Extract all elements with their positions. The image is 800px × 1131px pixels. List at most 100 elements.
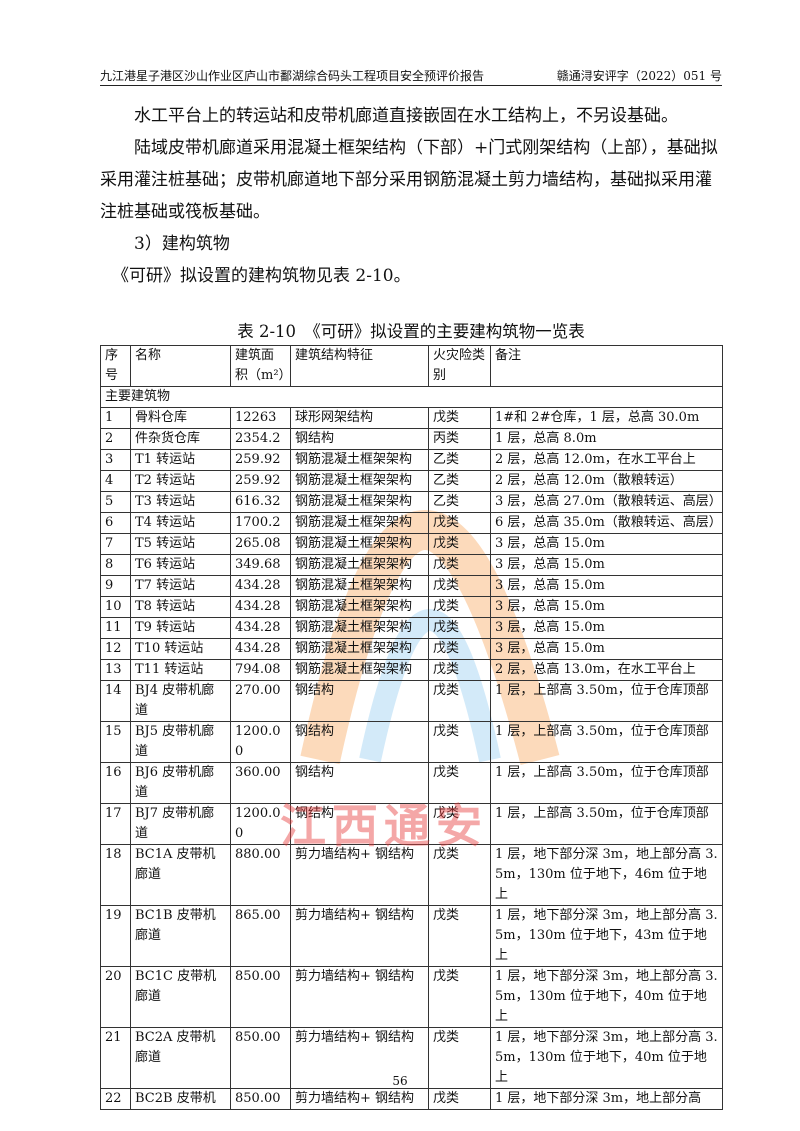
row-number: 12: [100, 638, 131, 660]
remarks: 3 层，总高 27.0m（散粮转运、高层）: [490, 491, 723, 513]
fire-category: 戊类: [428, 762, 491, 804]
table-row: 17 BJ7 皮带机廊道 1200.00 钢结构 戊类 1 层，上部高 3.50m，位于仓…: [100, 803, 723, 845]
building-area: 349.68: [230, 554, 291, 576]
table-row: 5 T3 转运站 616.32 钢筋混凝土框架架构 乙类 3 层，总高 27.0m（散粮转…: [100, 491, 723, 513]
paragraph: 水工平台上的转运站和皮带机廊道直接嵌固在水工结构上，不另设基础。: [134, 106, 678, 126]
remarks: 3 层，总高 15.0m: [490, 533, 723, 555]
building-name: BC2A 皮带机廊道: [130, 1027, 231, 1089]
fire-category: 戊类: [428, 1088, 491, 1110]
building-name: T11 转运站: [130, 659, 231, 681]
row-number: 17: [100, 803, 131, 845]
fire-category: 戊类: [428, 966, 491, 1028]
row-number: 4: [100, 470, 131, 492]
fire-category: 戊类: [428, 680, 491, 722]
fire-category: 戊类: [428, 638, 491, 660]
row-number: 14: [100, 680, 131, 722]
table-row: 3 T1 转运站 259.92 钢筋混凝土框架架构 乙类 2 层，总高 12.0m，在水工…: [100, 449, 723, 471]
row-number: 3: [100, 449, 131, 471]
body-text: 水工平台上的转运站和皮带机廊道直接嵌固在水工结构上，不另设基础。 陆域皮带机廊道…: [100, 100, 722, 292]
structure-type: 钢结构: [290, 803, 429, 845]
building-name: T9 转运站: [130, 617, 231, 639]
remarks: 3 层，总高 15.0m: [490, 638, 723, 660]
building-name: BJ4 皮带机廊道: [130, 680, 231, 722]
remarks: 1 层，上部高 3.50m，位于仓库顶部: [490, 803, 723, 845]
table-row: 4 T2 转运站 259.92 钢筋混凝土框架架构 乙类 2 层，总高 12.0m（散粮转…: [100, 470, 723, 492]
remarks: 1 层，地下部分深 3m，地上部分高 3.5m，130m 位于地下，46m 位于…: [490, 844, 723, 906]
remarks: 2 层，总高 12.0m（散粮转运）: [490, 470, 723, 492]
table-row: 10 T8 转运站 434.28 钢筋混凝土框架架构 戊类 3 层，总高 15.0m: [100, 596, 723, 618]
building-area: 360.00: [230, 762, 291, 804]
remarks: 2 层，总高 13.0m，在水工平台上: [490, 659, 723, 681]
building-area: 850.00: [230, 1088, 291, 1110]
remarks: 3 层，总高 15.0m: [490, 596, 723, 618]
table-row: 16 BJ6 皮带机廊道 360.00 钢结构 戊类 1 层，上部高 3.50m，位于仓库…: [100, 762, 723, 804]
building-area: 616.32: [230, 491, 291, 513]
structure-type: 剪力墙结构+ 钢结构: [290, 966, 429, 1028]
header-cell: 备注: [490, 345, 723, 387]
table-row: 9 T7 转运站 434.28 钢筋混凝土框架架构 戊类 3 层，总高 15.0m: [100, 575, 723, 597]
building-name: BC1B 皮带机廊道: [130, 905, 231, 967]
paragraph: 陆域皮带机廊道采用混凝土框架结构（下部）+门式刚架结构（上部），基础拟采用灌注桩…: [100, 138, 718, 222]
fire-category: 戊类: [428, 407, 491, 429]
building-area: 434.28: [230, 638, 291, 660]
fire-category: 乙类: [428, 491, 491, 513]
remarks: 3 层，总高 15.0m: [490, 575, 723, 597]
building-area: 265.08: [230, 533, 291, 555]
section-heading: 3）建构筑物: [134, 234, 230, 254]
row-number: 6: [100, 512, 131, 534]
building-name: 骨料仓库: [130, 407, 231, 429]
row-number: 10: [100, 596, 131, 618]
table-row: 6 T4 转运站 1700.2 钢筋混凝土框架架构 戊类 6 层，总高 35.0m（散粮转…: [100, 512, 723, 534]
row-number: 7: [100, 533, 131, 555]
building-name: BC1A 皮带机廊道: [130, 844, 231, 906]
structure-type: 钢筋混凝土框架架构: [290, 533, 429, 555]
fire-category: 戊类: [428, 596, 491, 618]
page-header: 九江港星子港区沙山作业区庐山市鄱湖综合码头工程项目安全预评价报告 赣通浔安评字（…: [100, 64, 722, 86]
row-number: 19: [100, 905, 131, 967]
fire-category: 戊类: [428, 617, 491, 639]
structure-type: 剪力墙结构+ 钢结构: [290, 905, 429, 967]
structure-type: 钢筋混凝土框架架构: [290, 449, 429, 471]
structure-type: 球形网架结构: [290, 407, 429, 429]
remarks: 2 层，总高 12.0m，在水工平台上: [490, 449, 723, 471]
header-cell: 建筑面积（m²）: [230, 345, 292, 387]
building-name: BC1C 皮带机廊道: [130, 966, 231, 1028]
row-number: 20: [100, 966, 131, 1028]
building-name: T4 转运站: [130, 512, 231, 534]
fire-category: 戊类: [428, 512, 491, 534]
remarks: 1 层，上部高 3.50m，位于仓库顶部: [490, 762, 723, 804]
building-area: 1200.00: [230, 721, 291, 763]
table-row: 14 BJ4 皮带机廊道 270.00 钢结构 戊类 1 层，上部高 3.50m，位于仓库…: [100, 680, 723, 722]
remarks: 1#和 2#仓库，1 层，总高 30.0m: [490, 407, 723, 429]
table-header-row: 序号 名称 建筑面积（m²） 建筑结构特征 火灾险类别 备注: [100, 345, 723, 387]
table-row: 8 T6 转运站 349.68 钢筋混凝土框架架构 戊类 3 层，总高 15.0m: [100, 554, 723, 576]
table-row: 18 BC1A 皮带机廊道 880.00 剪力墙结构+ 钢结构 戊类 1 层，地下部分深 …: [100, 844, 723, 906]
fire-category: 戊类: [428, 1027, 491, 1089]
report-number: 赣通浔安评字（2022）051 号: [556, 69, 722, 83]
row-number: 5: [100, 491, 131, 513]
fire-category: 戊类: [428, 721, 491, 763]
building-area: 1200.00: [230, 803, 291, 845]
building-area: 1700.2: [230, 512, 291, 534]
building-name: T10 转运站: [130, 638, 231, 660]
row-number: 13: [100, 659, 131, 681]
remarks: 1 层，上部高 3.50m，位于仓库顶部: [490, 680, 723, 722]
table-row: 1 骨料仓库 12263 球形网架结构 戊类 1#和 2#仓库，1 层，总高 30.0m: [100, 407, 723, 429]
row-number: 18: [100, 844, 131, 906]
buildings-table: 序号 名称 建筑面积（m²） 建筑结构特征 火灾险类别 备注 主要建筑物 1 骨料…: [100, 345, 723, 1110]
row-number: 8: [100, 554, 131, 576]
remarks: 1 层，地下部分深 3m，地上部分高 3.5m，130m 位于地下，43m 位于…: [490, 905, 723, 967]
structure-type: 钢筋混凝土框架架构: [290, 470, 429, 492]
building-area: 259.92: [230, 449, 291, 471]
table-row: 7 T5 转运站 265.08 钢筋混凝土框架架构 戊类 3 层，总高 15.0m: [100, 533, 723, 555]
page-number: 56: [392, 1074, 408, 1088]
building-name: BJ7 皮带机廊道: [130, 803, 231, 845]
structure-type: 钢结构: [290, 428, 429, 450]
building-name: T6 转运站: [130, 554, 231, 576]
remarks: 3 层，总高 15.0m: [490, 554, 723, 576]
building-area: 434.28: [230, 575, 291, 597]
row-number: 9: [100, 575, 131, 597]
section-label: 主要建筑物: [100, 386, 723, 408]
table-row: 13 T11 转运站 794.08 钢筋混凝土框架架构 戊类 2 层，总高 13.0m，在…: [100, 659, 723, 681]
building-name: T7 转运站: [130, 575, 231, 597]
